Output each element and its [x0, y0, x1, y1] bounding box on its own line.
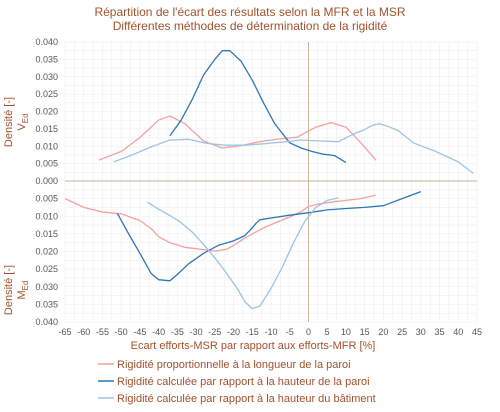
y-top-symbol: V	[16, 123, 28, 131]
series-line-building_height-bottom	[147, 197, 339, 310]
y-tick-label-top: 0.020	[35, 107, 58, 117]
x-tick-label: -55	[96, 327, 109, 337]
x-tick-label: 25	[397, 327, 407, 337]
series-line-building_height-top	[113, 123, 474, 174]
series-line-proportional-top	[98, 115, 377, 161]
chart-title: Répartition de l'écart des résultats sel…	[94, 5, 405, 19]
x-tick-label: 35	[435, 327, 445, 337]
x-tick-label: 30	[416, 327, 426, 337]
x-tick-label: -65	[58, 327, 71, 337]
y-tick-label-top: 0.010	[35, 141, 58, 151]
legend-label-wall_height: Rigidité calculée par rapport à la haute…	[117, 376, 370, 388]
x-tick-label: 20	[378, 327, 388, 337]
x-tick-label: -30	[190, 327, 203, 337]
y-axis-label-top-symbol: VEd	[16, 113, 30, 130]
tick-labels: -65 -60 -55 -50 -45 -40 -35 -30 -25 -20 -15 -10 -5 0 5…	[35, 37, 482, 337]
y-tick-label-bottom: 0.025	[35, 264, 58, 274]
y-axis-label-bottom-symbol: MEd	[16, 281, 30, 300]
x-tick-label: -40	[152, 327, 165, 337]
y-bottom-symbol: M	[16, 290, 28, 299]
legend: Rigidité proportionnelle à la longueur d…	[98, 359, 376, 405]
grid	[64, 41, 478, 323]
legend-label-proportional: Rigidité proportionnelle à la longueur d…	[117, 359, 351, 371]
x-tick-label: -10	[264, 327, 277, 337]
y-tick-label-top: 0.015	[35, 124, 58, 134]
y-tick-label-top: 0.005	[35, 159, 58, 169]
y-tick-label-bottom: 0.010	[35, 211, 58, 221]
y-top-subscript: Ed	[21, 113, 30, 123]
series-line-wall_height-bottom	[116, 190, 422, 282]
x-tick-label: -60	[77, 327, 90, 337]
x-axis-label: Ecart efforts-MSR par rapport aux effort…	[131, 340, 376, 352]
y-tick-label-bottom: 0.035	[35, 299, 58, 309]
series-line-wall_height-top	[169, 50, 347, 164]
legend-label-building_height: Rigidité calculée par rapport à la haute…	[117, 393, 376, 405]
x-tick-label: -5	[286, 327, 294, 337]
x-tick-label: -20	[227, 327, 240, 337]
y-axis-label-bottom: Densité [-]	[3, 265, 15, 315]
x-tick-label: -15	[246, 327, 259, 337]
y-tick-label-bottom: 0.030	[35, 282, 58, 292]
x-tick-label: -25	[208, 327, 221, 337]
y-tick-label-bottom: 0.015	[35, 229, 58, 239]
y-axis-label-top: Densité [-]	[3, 97, 15, 147]
y-tick-label-top: 0.030	[35, 72, 58, 82]
y-axis-label-top-text: Densité [-]	[3, 97, 15, 147]
y-axis-label-top-sub: VEd	[16, 113, 30, 130]
x-tick-label: 40	[453, 327, 463, 337]
chart-subtitle: Différentes méthodes de détermination de…	[113, 19, 388, 33]
axes	[65, 42, 477, 322]
y-axis-label-bottom-sub: MEd	[16, 281, 30, 300]
x-tick-label: 15	[360, 327, 370, 337]
y-tick-label-bottom: 0.020	[35, 247, 58, 257]
x-tick-label: 0	[306, 327, 311, 337]
y-axis-label-bottom-text: Densité [-]	[3, 265, 15, 315]
x-tick-label: -45	[133, 327, 146, 337]
y-tick-label-top: 0.000	[35, 176, 58, 186]
x-tick-label: -35	[171, 327, 184, 337]
y-tick-label-top: 0.025	[35, 89, 58, 99]
x-tick-label: 45	[472, 327, 482, 337]
y-bottom-subscript: Ed	[21, 281, 30, 291]
y-tick-label-bottom: 0.040	[35, 317, 58, 327]
x-tick-label: 5	[325, 327, 330, 337]
y-tick-label-top: 0.040	[35, 37, 58, 47]
y-tick-label-bottom: 0.005	[35, 194, 58, 204]
x-tick-label: -50	[115, 327, 128, 337]
series-group	[64, 50, 474, 310]
x-tick-label: 10	[341, 327, 351, 337]
series-line-proportional-bottom	[64, 194, 377, 252]
y-tick-label-top: 0.035	[35, 54, 58, 64]
